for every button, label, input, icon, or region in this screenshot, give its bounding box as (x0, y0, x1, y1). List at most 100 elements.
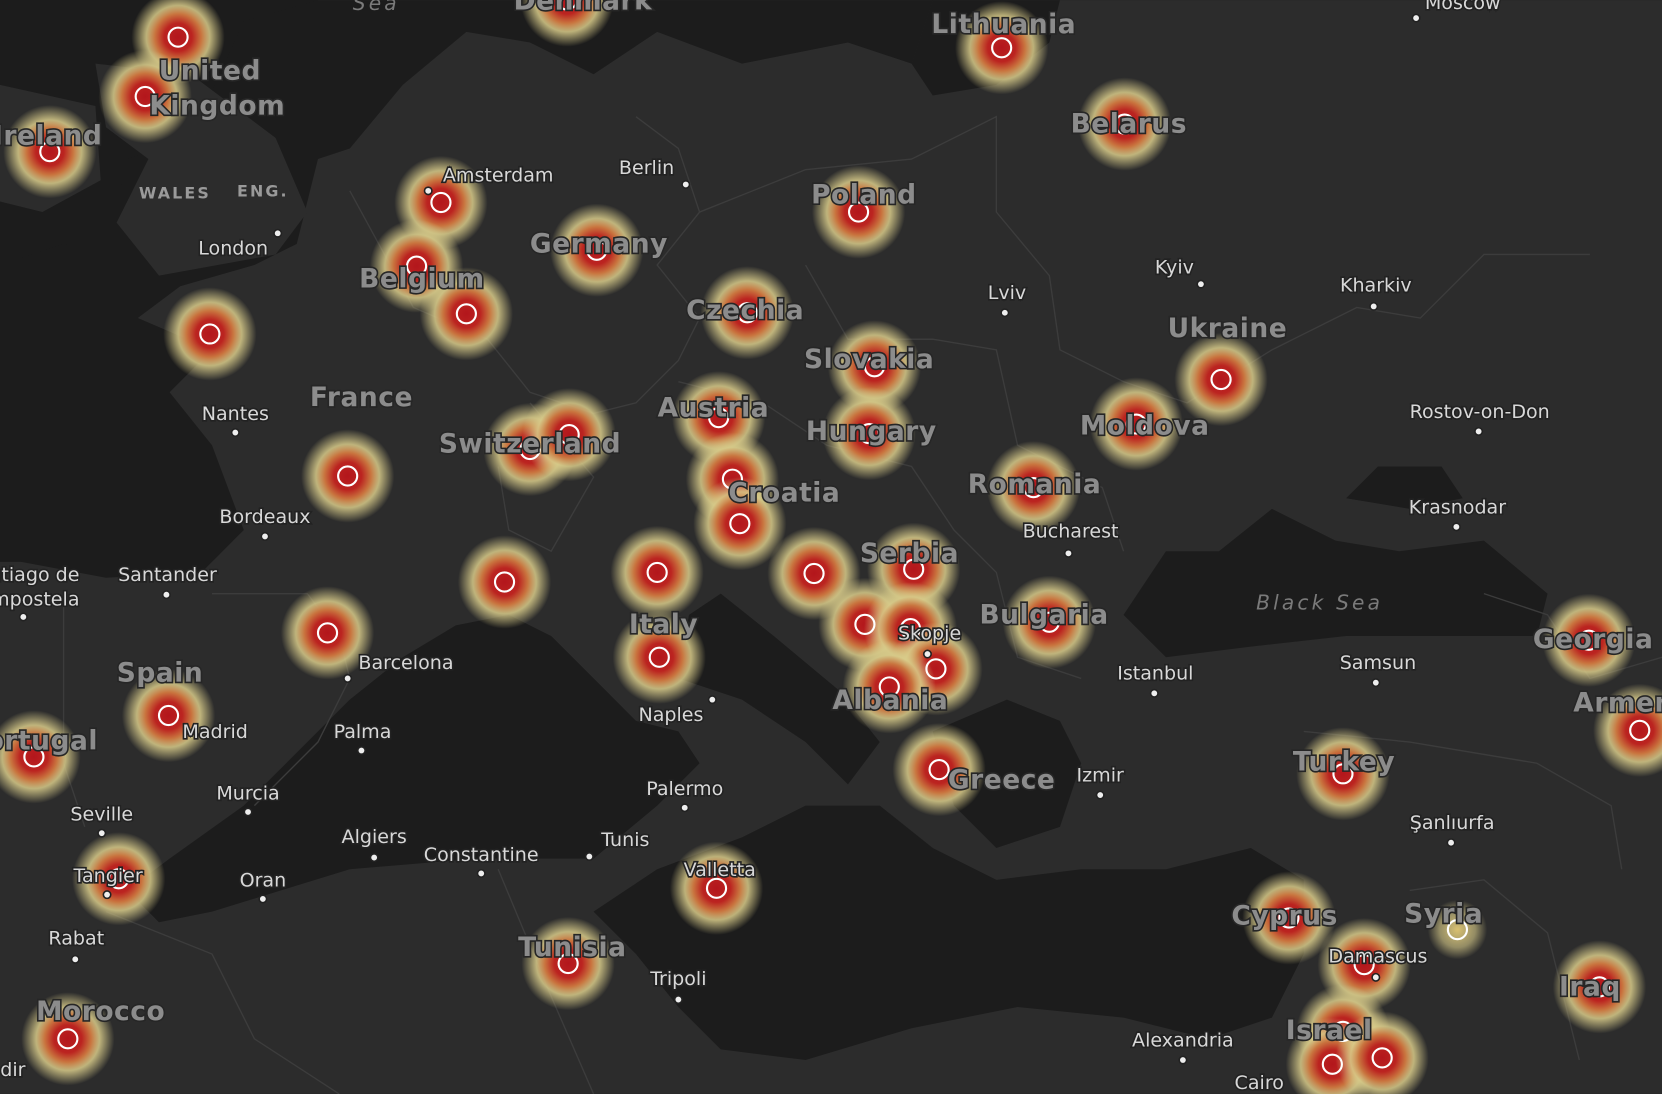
city-dot (707, 695, 717, 705)
country-label: Cyprus (1231, 900, 1338, 931)
city-label: Bucharest (1023, 521, 1119, 543)
marker (1332, 1020, 1354, 1042)
marker (493, 571, 516, 593)
heat-glow (1335, 1011, 1429, 1094)
marker (863, 356, 886, 378)
country-label: Turkey (1293, 747, 1395, 778)
marker (1038, 611, 1060, 633)
heat-glow (842, 640, 936, 734)
marker (1629, 719, 1651, 741)
country-label: Ukraine (1168, 313, 1288, 344)
country-label: Serbia (860, 538, 959, 569)
city-label: Alexandria (1132, 1029, 1234, 1051)
heat-glow (457, 535, 552, 629)
heat-glow (98, 49, 192, 144)
city-dot (423, 186, 433, 196)
heat-glow (1593, 683, 1662, 777)
city-label: Istanbul (1117, 663, 1193, 685)
heat-glow (1089, 377, 1183, 471)
country-label: Poland (811, 180, 917, 211)
city-label: London (198, 238, 268, 260)
city-label: Bordeaux (219, 506, 310, 528)
heat-glow (1077, 77, 1172, 171)
country-label: Spain (117, 658, 204, 689)
sea-label: Black Sea (1256, 591, 1383, 615)
heat-glow (550, 203, 644, 297)
country-label: Iraq (1559, 971, 1621, 1002)
marker (157, 704, 180, 727)
city-label: Valletta (684, 859, 756, 881)
country-label: France (310, 382, 413, 413)
city-label: Seville (70, 804, 133, 826)
heat-glow (811, 165, 906, 259)
city-label: Amsterdam (443, 165, 554, 187)
country-label: Austria (658, 393, 770, 424)
heat-glow (1174, 332, 1268, 427)
marker (167, 26, 189, 48)
city-dot (356, 746, 366, 756)
heat-glow (419, 267, 514, 361)
marker (455, 303, 477, 325)
heat-glow (522, 388, 616, 482)
marker (1278, 907, 1300, 929)
city-label: Tripoli (649, 968, 706, 990)
marker (556, 0, 578, 11)
country-label: Italy (629, 609, 698, 640)
marker (1210, 368, 1232, 391)
marker (991, 37, 1013, 59)
city-label: Skopje (898, 622, 961, 644)
city-label: Damascus (1328, 946, 1427, 968)
city-label: Compostela (0, 588, 79, 610)
heat-glow (1002, 575, 1096, 669)
city-dot (230, 428, 240, 438)
city-dot (343, 673, 353, 683)
heat-glow (986, 441, 1081, 535)
heat-glow (1242, 871, 1336, 965)
city-label: Kharkiv (1340, 275, 1412, 297)
country-label: Switzerland (439, 429, 621, 460)
city-label: Algiers (342, 826, 407, 848)
country-label: Denmark (514, 0, 654, 17)
marker (39, 141, 61, 163)
country-label: Georgia (1533, 624, 1654, 655)
marker (558, 424, 580, 446)
marker (648, 646, 670, 668)
marker (1588, 976, 1611, 998)
marker (858, 422, 880, 445)
city-label: Santiago de (0, 564, 79, 586)
city-dot (922, 649, 932, 659)
water (0, 0, 1548, 1061)
city-label: Tangier (73, 865, 143, 887)
heat-glow (280, 586, 375, 680)
country-label: Morocco (36, 996, 165, 1027)
city-dot (680, 803, 690, 813)
country-label: Albania (832, 685, 948, 716)
marker (57, 1028, 79, 1050)
city-dot (161, 590, 171, 600)
heat-glow (1542, 593, 1636, 687)
marker (1114, 113, 1136, 135)
city-dot (1063, 548, 1073, 558)
marker (199, 323, 221, 345)
city-label: Tunis (600, 829, 649, 851)
city-dot (369, 853, 379, 863)
city-dot (1095, 790, 1105, 800)
heat-glow (827, 320, 922, 414)
country-label: Czechia (686, 295, 804, 326)
city-label: Murcia (216, 782, 279, 804)
city-dot (18, 612, 28, 622)
marker (316, 622, 339, 644)
city-dot (1196, 279, 1206, 289)
heat-glow (892, 722, 986, 817)
city-dot (260, 531, 270, 541)
city-dot (673, 995, 683, 1005)
city-label: Madrid (182, 721, 247, 743)
city-dot (243, 807, 253, 817)
city-label: Samsun (1340, 652, 1416, 674)
country-label: Hungary (806, 416, 937, 447)
marker (405, 255, 428, 277)
heat-glow (610, 525, 704, 620)
country-label: Greece (948, 765, 1056, 796)
